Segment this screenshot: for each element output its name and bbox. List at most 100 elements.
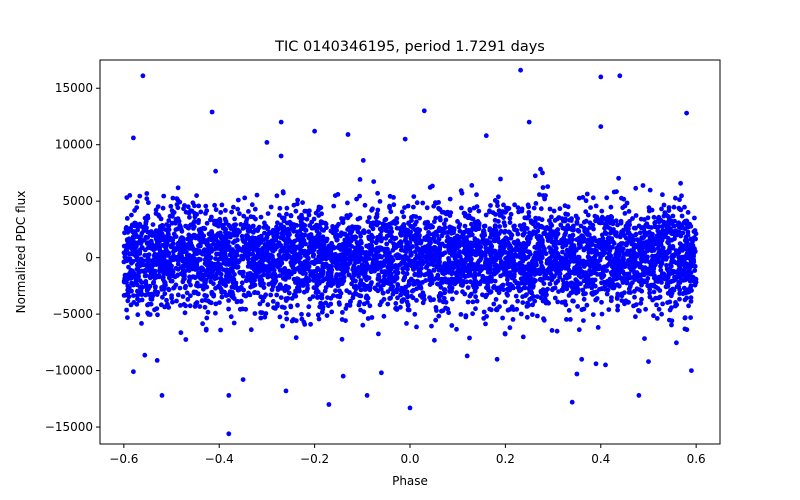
data-point: [646, 208, 652, 214]
data-point: [188, 293, 193, 299]
data-point: [608, 230, 613, 236]
data-point: [205, 250, 211, 256]
data-point: [633, 213, 639, 218]
data-point: [398, 288, 404, 294]
data-point: [306, 304, 312, 310]
data-point: [410, 295, 416, 301]
data-point: [145, 310, 151, 316]
data-point: [276, 252, 282, 258]
data-point: [274, 274, 279, 279]
data-point: [644, 221, 650, 227]
data-point: [394, 216, 400, 221]
data-point: [373, 286, 379, 292]
data-point: [676, 263, 682, 268]
data-point: [539, 278, 545, 283]
data-point: [125, 315, 130, 320]
data-point: [359, 246, 365, 251]
data-point: [448, 237, 454, 243]
data-point: [259, 248, 265, 253]
data-point: [381, 296, 387, 302]
data-point: [541, 193, 546, 198]
data-point: [375, 190, 380, 196]
data-point: [499, 283, 504, 289]
data-point: [451, 242, 456, 247]
data-point: [560, 241, 565, 247]
data-point: [636, 308, 641, 313]
data-point: [204, 220, 210, 226]
data-point: [160, 205, 166, 211]
data-point: [670, 213, 676, 219]
data-point: [548, 271, 554, 277]
data-point: [678, 180, 683, 186]
data-point: [284, 310, 289, 316]
data-point: [545, 286, 550, 292]
data-point: [460, 289, 465, 295]
data-point: [476, 226, 482, 232]
data-point: [605, 287, 611, 293]
scatter-points: [121, 67, 699, 437]
data-point: [417, 273, 423, 278]
data-point: [205, 246, 211, 252]
data-point: [518, 287, 524, 292]
data-point: [692, 215, 697, 221]
data-point: [325, 281, 331, 286]
data-point: [424, 233, 430, 239]
data-point: [427, 185, 433, 190]
data-point: [293, 251, 299, 257]
data-point: [462, 274, 468, 280]
data-point: [180, 294, 186, 299]
data-point: [590, 222, 596, 228]
data-point: [164, 297, 169, 303]
data-point: [170, 195, 176, 201]
data-point: [575, 304, 580, 309]
data-point: [420, 261, 426, 267]
data-point: [187, 303, 193, 309]
data-point: [424, 246, 429, 251]
data-point: [526, 210, 532, 215]
data-point: [409, 224, 414, 229]
data-point: [226, 222, 232, 228]
data-point: [532, 272, 537, 277]
data-point: [320, 304, 326, 310]
data-point: [606, 307, 612, 312]
data-point: [369, 207, 374, 213]
data-point: [277, 205, 283, 211]
data-point: [663, 249, 669, 255]
data-point: [231, 222, 237, 228]
data-point: [361, 282, 366, 287]
data-point: [185, 204, 191, 210]
data-point: [447, 196, 453, 202]
data-point: [368, 221, 374, 226]
data-point: [666, 208, 672, 214]
data-point: [554, 255, 560, 261]
data-point: [264, 245, 270, 251]
data-point: [439, 233, 445, 239]
data-point: [218, 271, 224, 277]
data-point: [667, 307, 673, 313]
data-point: [477, 281, 483, 287]
data-point: [331, 203, 337, 209]
data-point: [538, 290, 544, 295]
data-point: [177, 285, 183, 291]
data-point: [581, 219, 587, 225]
data-point: [484, 314, 489, 319]
data-point: [631, 237, 637, 243]
data-point: [591, 265, 597, 271]
data-point: [198, 276, 203, 281]
data-point: [527, 236, 533, 241]
data-point: [262, 314, 268, 320]
data-point: [263, 311, 269, 316]
data-point: [686, 303, 691, 309]
data-point: [223, 208, 228, 213]
data-point: [124, 216, 130, 221]
data-point: [457, 228, 463, 234]
data-point: [348, 298, 353, 304]
data-point: [154, 260, 160, 266]
data-point: [655, 228, 661, 234]
data-point: [362, 270, 368, 276]
data-point: [214, 266, 220, 271]
data-point: [611, 274, 617, 280]
data-point: [532, 253, 538, 259]
data-point: [688, 315, 693, 320]
data-point: [319, 227, 325, 233]
